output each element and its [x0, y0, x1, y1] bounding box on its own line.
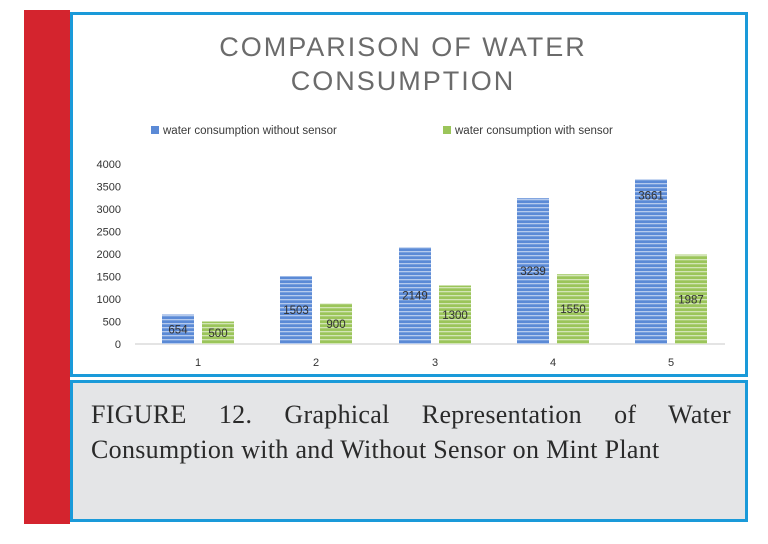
- bar-without-sensor: [517, 198, 549, 344]
- bar-with-sensor: [202, 321, 234, 344]
- data-label-without-sensor: 2149: [402, 291, 428, 303]
- legend-swatch-without-sensor: [151, 126, 159, 134]
- bar-without-sensor: [280, 276, 312, 344]
- bar-with-sensor: [439, 285, 471, 344]
- y-tick-label: 3500: [97, 182, 121, 194]
- data-label-without-sensor: 3661: [638, 190, 664, 202]
- y-axis-tick-labels: 0 500 1000 1500 2000 2500 3000 3500 4000: [97, 159, 121, 351]
- chart-title-line-2: CONSUMPTION: [291, 66, 516, 96]
- bar-chart: COMPARISON OF WATER CONSUMPTION water co…: [97, 32, 725, 369]
- figure-caption: FIGURE 12. Graphical Representation of W…: [91, 400, 731, 464]
- x-tick-label: 4: [550, 357, 556, 369]
- x-tick-label: 1: [195, 357, 201, 369]
- data-label-with-sensor: 500: [208, 328, 227, 340]
- y-tick-label: 2000: [97, 249, 121, 261]
- y-tick-label: 3000: [97, 204, 121, 216]
- data-label-with-sensor: 1987: [678, 294, 704, 306]
- bar-series: 654 500 1503 900 2149 1300 3239 1550 3661 1987: [162, 179, 707, 344]
- y-tick-label: 1500: [97, 272, 121, 284]
- y-tick-label: 500: [103, 317, 121, 329]
- bar-with-sensor: [557, 274, 589, 344]
- legend-label-with-sensor: water consumption with sensor: [454, 125, 613, 137]
- data-label-with-sensor: 1550: [560, 304, 586, 316]
- bar-with-sensor: [320, 303, 352, 344]
- data-label-without-sensor: 654: [168, 324, 188, 336]
- bar-without-sensor: [399, 247, 431, 344]
- bar-with-sensor: [675, 254, 707, 344]
- x-tick-label: 2: [313, 357, 319, 369]
- accent-red-bar: [24, 10, 70, 524]
- y-tick-label: 2500: [97, 227, 121, 239]
- legend-label-without-sensor: water consumption without sensor: [162, 125, 337, 137]
- legend-swatch-with-sensor: [443, 126, 451, 134]
- y-tick-label: 1000: [97, 294, 121, 306]
- x-tick-label: 3: [432, 357, 438, 369]
- bar-without-sensor: [635, 179, 667, 344]
- x-axis-tick-labels: 1 2 3 4 5: [195, 357, 674, 369]
- data-label-without-sensor: 3239: [520, 266, 546, 278]
- caption-panel: FIGURE 12. Graphical Representation of W…: [70, 380, 748, 522]
- y-tick-label: 4000: [97, 159, 121, 171]
- data-label-with-sensor: 900: [326, 319, 345, 331]
- chart-title-line-1: COMPARISON OF WATER: [219, 32, 587, 62]
- data-label-with-sensor: 1300: [442, 310, 468, 322]
- x-tick-label: 5: [668, 357, 674, 369]
- bar-without-sensor: [162, 314, 194, 344]
- chart-panel: COMPARISON OF WATER CONSUMPTION water co…: [70, 12, 748, 377]
- data-label-without-sensor: 1503: [283, 305, 309, 317]
- y-tick-label: 0: [115, 339, 121, 351]
